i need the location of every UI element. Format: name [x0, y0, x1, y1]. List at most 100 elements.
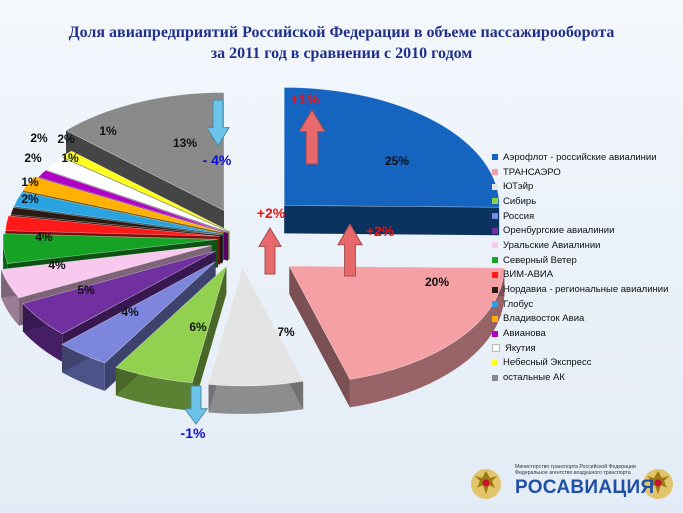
pie-slice-15: [65, 92, 225, 211]
legend-swatch: [492, 213, 498, 220]
slice-label-12: 1%: [61, 151, 79, 165]
slice-label-3: 6%: [189, 320, 207, 334]
pie-slice-11: [22, 176, 224, 233]
up-arrow-icon-2: [258, 227, 282, 275]
legend-swatch: [492, 183, 498, 190]
legend-item: ТРАНСАЭРО: [492, 165, 682, 180]
legend-label: Россия: [503, 210, 535, 222]
legend-swatch: [492, 242, 498, 249]
slice-edge-1-1: [289, 266, 350, 408]
legend-label: Нордавиа - региональные авиалинии: [503, 284, 669, 296]
legend-label: Авианова: [503, 328, 546, 340]
pie-slice-1: [288, 265, 505, 380]
legend-label: Северный Ветер: [503, 254, 577, 266]
slice-label-1: 20%: [425, 275, 449, 289]
legend-item: остальные АК: [492, 370, 682, 385]
pie-slice-10: [13, 191, 223, 235]
pie-slice-9: [10, 207, 223, 236]
legend-swatch: [492, 344, 500, 353]
legend-label: Глобус: [503, 298, 534, 310]
slice-side-3: [115, 367, 193, 411]
legend-label: Аэрофлот - российские авиалинии: [503, 151, 657, 163]
legend-label: остальные АК: [503, 372, 565, 384]
chart-title-line1: Доля авиапредприятий Российской Федераци…: [68, 24, 615, 41]
legend-swatch: [492, 330, 498, 337]
pie-labels: 25% 20% 7% 6% 4% 5% 4% 4% 2% 1% 2% 2% 1% 2% 1% 13%: [21, 124, 449, 339]
legend-label: Якутия: [505, 342, 536, 354]
legend-swatch: [492, 359, 498, 366]
slice-label-11: 2%: [30, 131, 48, 145]
slice-label-5: 5%: [77, 283, 95, 297]
slice-label-7: 4%: [35, 230, 53, 244]
legend-swatch: [492, 286, 498, 293]
logo-org-line1: Министерство транспорта Российской Федер…: [515, 464, 636, 470]
down-arrow-icon-3: [184, 385, 208, 425]
legend-item: Нордавиа - региональные авиалинии: [492, 282, 682, 297]
slice-label-10: 2%: [24, 151, 42, 165]
slice-label-15: 13%: [173, 136, 197, 150]
legend-label: Оренбургские авиалинии: [503, 225, 615, 237]
chart-title: Доля авиапредприятий Российской Федераци…: [0, 22, 683, 64]
legend-item: Северный Ветер: [492, 253, 682, 268]
legend-swatch: [492, 227, 498, 234]
change-label-3: -1%: [181, 425, 206, 441]
pie-slice-6: [0, 245, 212, 299]
pie-tops: [0, 87, 505, 387]
legend-item: Якутия: [492, 341, 682, 356]
slice-label-6: 4%: [48, 258, 66, 272]
slice-side-2: [208, 381, 304, 414]
pie-slice-7: [2, 233, 219, 264]
legend-item: Уральские Авиалинии: [492, 238, 682, 253]
legend-swatch: [492, 301, 498, 308]
slice-label-13: 2%: [57, 132, 75, 146]
legend-swatch: [492, 154, 498, 161]
legend-item: ВИМ-АВИА: [492, 268, 682, 283]
legend-label: Владивосток Авиа: [503, 313, 585, 325]
legend-swatch: [492, 374, 498, 381]
legend-item: Авианова: [492, 326, 682, 341]
legend-item: ЮТэйр: [492, 179, 682, 194]
slice-label-8: 2%: [21, 192, 39, 206]
pie-slice-2: [208, 267, 304, 387]
pie-slice-5: [22, 250, 216, 335]
pie-slice-3: [115, 265, 227, 384]
down-arrow-icon-4: [206, 99, 230, 147]
slice-label-0: 25%: [385, 154, 409, 168]
eagle-emblem-left-icon: [471, 469, 501, 499]
legend-label: Небесный Экспресс: [503, 357, 592, 369]
up-arrow-icon-1: [337, 222, 363, 277]
legend-item: Сибирь: [492, 194, 682, 209]
eagle-emblem-right-icon: [643, 469, 673, 499]
pie-slice-14: [61, 150, 230, 232]
change-label-2: +2%: [257, 205, 286, 221]
legend-label: Уральские Авиалинии: [503, 239, 601, 251]
legend-item: Глобус: [492, 297, 682, 312]
change-label-1: +2%: [366, 223, 395, 239]
legend-swatch: [492, 198, 498, 205]
legend: Аэрофлот - российские авиалинии ТРАНСАЭРО…: [492, 150, 682, 385]
legend-label: ТРАНСАЭРО: [503, 166, 561, 178]
legend-swatch: [492, 315, 498, 322]
slice-side-1: [349, 268, 505, 408]
pie-slice-13: [45, 157, 229, 233]
legend-swatch: [492, 169, 498, 176]
slice-label-2: 7%: [277, 325, 295, 339]
change-label-4: - 4%: [203, 152, 232, 168]
slice-label-9: 1%: [21, 175, 39, 189]
up-arrow-icon-0: [298, 109, 326, 165]
logo-brand: РОСАВИАЦИЯ: [515, 477, 655, 498]
slice-edge-3-0: [192, 266, 227, 411]
pie-slice-12: [37, 170, 228, 234]
pie-slice-4: [61, 261, 216, 364]
legend-swatch: [492, 271, 498, 278]
legend-item: Владивосток Авиа: [492, 312, 682, 327]
legend-label: ВИМ-АВИА: [503, 269, 554, 281]
rosaviatsiya-logo: [471, 469, 673, 499]
legend-item: Небесный Экспресс: [492, 356, 682, 371]
legend-label: Сибирь: [503, 195, 537, 207]
legend-label: ЮТэйр: [503, 181, 534, 193]
legend-item: Оренбургские авиалинии: [492, 223, 682, 238]
pie-slice-8: [5, 215, 221, 237]
change-arrows: +1% +2% +2% -1% - 4%: [181, 91, 395, 441]
